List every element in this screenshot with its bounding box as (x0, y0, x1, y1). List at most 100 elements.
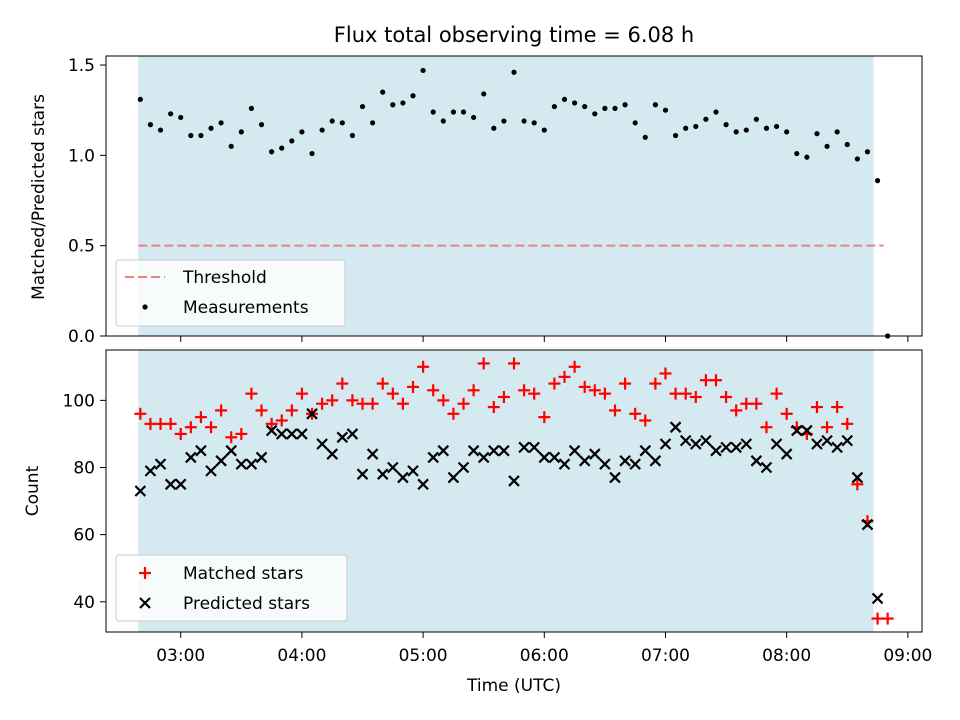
predicted-star-marker-b (306, 408, 318, 420)
measurement-point (339, 120, 345, 126)
measurement-point (632, 120, 638, 126)
predicted-star-marker-b (770, 438, 783, 450)
bottom-y-axis-label: Count (23, 465, 43, 516)
matched-star-marker (417, 360, 430, 373)
predicted-star-marker-b (558, 458, 571, 470)
matched-star-marker (245, 387, 258, 400)
chart-title: Flux total observing time = 6.08 h (334, 23, 694, 47)
measurement-point (208, 125, 214, 131)
matched-star-marker (356, 397, 369, 410)
predicted-star-marker-b (356, 468, 369, 480)
bottom-y-tick-label: 80 (73, 459, 95, 479)
predicted-star-marker-b (599, 458, 611, 470)
predicted-star-marker (154, 458, 167, 470)
predicted-star-marker (185, 451, 197, 464)
measurement-point (228, 143, 234, 149)
predicted-star-marker (134, 485, 147, 497)
measurement-point (693, 123, 699, 130)
predicted-star-marker-b (629, 458, 641, 470)
top-y-axis-label: Matched/Predicted stars (29, 94, 49, 300)
matched-star-marker (578, 380, 591, 393)
predicted-star-marker (861, 518, 874, 531)
predicted-star-marker-b (164, 478, 177, 491)
measurement-point (784, 129, 790, 135)
measurement-point (380, 89, 386, 95)
measurements-legend-marker (142, 304, 148, 310)
predicted-star-marker (599, 458, 611, 470)
predicted-star-marker (215, 455, 227, 467)
top-axes-frame (105, 55, 923, 337)
predicted-star-marker-b (589, 448, 601, 460)
matched-star-marker (831, 401, 844, 414)
predicted-star-marker-b (780, 448, 793, 460)
predicted-star-marker (750, 455, 763, 467)
matched-star-marker (437, 394, 450, 407)
measurement-point (844, 141, 850, 148)
predicted-star-marker-b (528, 441, 540, 454)
predicted-star-marker (306, 408, 318, 420)
predicted-star-marker-b (447, 471, 460, 484)
predicted-star-marker (690, 438, 702, 450)
predicted-star-marker-b (801, 424, 813, 437)
bottom-x-ticks: 03:00 04:00 05:00 06:00 07:00 08:00 09:00 (156, 632, 932, 666)
measurement-point (481, 91, 487, 97)
predicted-star-marker-b (821, 434, 833, 447)
predicted-star-marker-b (669, 421, 682, 433)
predicted-star-marker (548, 451, 561, 464)
measurement-point (440, 118, 446, 124)
matched-star-marker (265, 417, 278, 430)
top-panel: 0.0 0.5 1.0 1.5 Matched/Predicted stars Thr… (29, 55, 923, 347)
measurement-point (410, 93, 416, 99)
predicted-star-marker-b (861, 518, 874, 531)
predicted-star-marker (174, 478, 187, 491)
predicted-star-marker (720, 441, 732, 454)
measurement-point (541, 127, 547, 133)
measurement-point (218, 120, 224, 126)
predicted-star-marker (245, 458, 258, 470)
matched-legend-marker (139, 567, 151, 579)
matched-star-marker (487, 401, 500, 414)
measurement-point (279, 145, 285, 151)
predicted-star-marker (235, 458, 248, 470)
measurement-point (662, 107, 669, 113)
predicted-star-marker-b (538, 451, 551, 464)
matched-star-marker (346, 394, 359, 407)
predicted-star-marker (770, 438, 783, 450)
matched-star-marker (558, 370, 571, 383)
bottom-x-tick-label: 04:00 (277, 646, 326, 666)
predicted-star-marker-b (578, 455, 591, 467)
predicted-star-marker (528, 441, 540, 454)
measurement-point (864, 149, 871, 155)
predicted-star-marker (326, 448, 338, 460)
measurement-point (178, 114, 184, 121)
predicted-star-marker (811, 438, 823, 450)
matched-star-marker (144, 417, 157, 430)
predicted-star-markers (134, 408, 884, 605)
measurement-point (874, 178, 881, 184)
predicted-star-marker-b (488, 444, 500, 457)
predicted-star-marker (760, 461, 773, 474)
matched-legend-label: Matched stars (183, 564, 303, 584)
predicted-star-marker-b (690, 438, 702, 450)
measurement-point (289, 138, 295, 144)
predicted-star-marker (710, 444, 722, 457)
measurement-point (420, 67, 426, 74)
predicted-star-marker-b (235, 458, 248, 470)
matched-star-marker (275, 414, 288, 427)
measurement-point (248, 105, 255, 111)
measurement-point (450, 109, 457, 115)
predicted-star-marker (275, 428, 288, 440)
measurement-point (652, 102, 658, 108)
measurement-point (602, 105, 608, 111)
bottom-legend-box (115, 554, 348, 622)
predicted-star-marker (730, 441, 742, 454)
matched-star-marker (699, 374, 712, 387)
matched-star-marker (659, 367, 672, 380)
predicted-star-marker (558, 458, 571, 470)
predicted-star-marker (447, 471, 460, 484)
predicted-star-marker (508, 475, 520, 487)
matched-star-marker (871, 612, 884, 625)
predicted-star-marker-b (407, 465, 419, 477)
matched-star-marker (194, 411, 207, 424)
